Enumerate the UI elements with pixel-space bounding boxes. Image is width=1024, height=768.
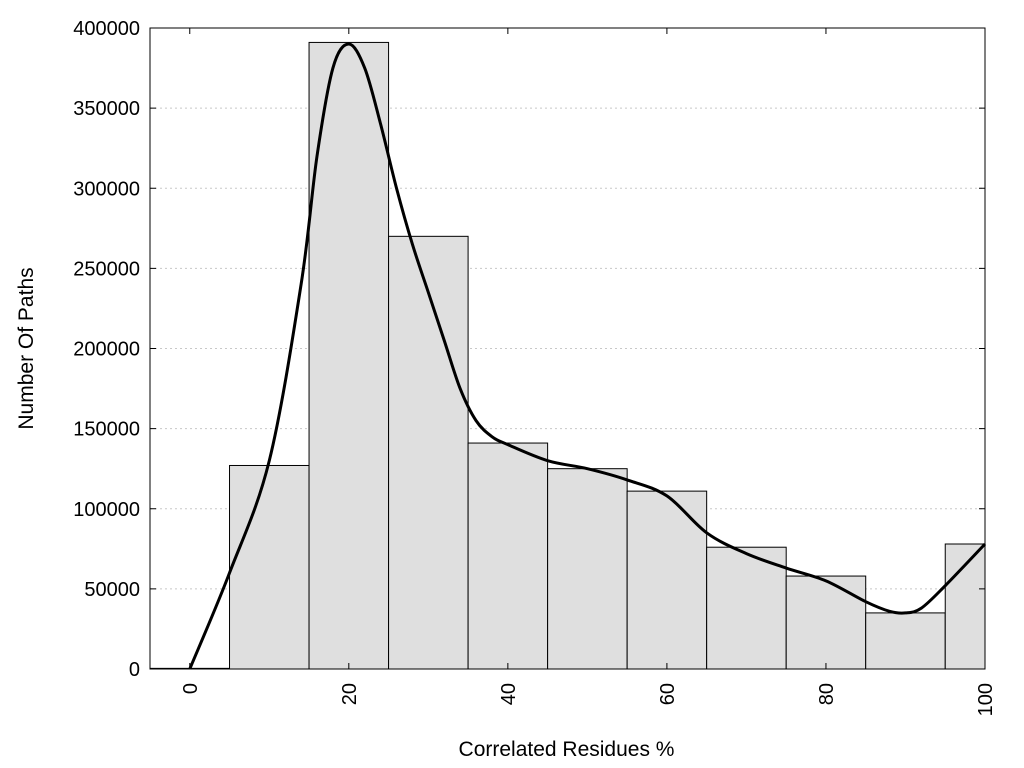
density-curve-layer [188,42,987,670]
x-axis-title: Correlated Residues % [459,738,675,761]
y-tick-label: 100000 [73,499,140,521]
y-tick-label: 350000 [73,98,140,120]
x-tick-label: 60 [657,683,679,705]
y-tick-label: 250000 [73,258,140,280]
y-tick-label: 300000 [73,178,140,200]
histogram-bar [388,235,469,670]
y-tick-label: 400000 [73,18,140,40]
x-axis-ticks: 0 20 40 60 80 100 [180,28,997,716]
x-tick-label: 40 [498,683,520,705]
x-tick-label: 20 [339,683,361,705]
x-tick-label: 80 [816,683,838,705]
y-tick-label: 0 [129,659,140,681]
y-tick-label: 50000 [84,579,140,601]
y-tick-label: 150000 [73,419,140,441]
histogram-bar [467,442,549,670]
histogram-bar [865,612,946,670]
histogram-bar [308,41,390,670]
y-axis-ticks: 0 50000 100000 150000 200000 250000 300000 3500… [73,18,985,681]
histogram-bar [944,543,986,670]
histogram-bar [547,468,628,670]
density-curve [188,42,987,670]
y-tick-label: 200000 [73,339,140,361]
histogram-bar [229,464,310,670]
histogram-bar [626,490,708,670]
histogram-bars [149,41,986,670]
histogram-bar [785,575,867,670]
x-tick-label: 100 [975,683,997,716]
y-axis-title: Number Of Paths [15,267,38,429]
x-tick-label: 0 [180,683,202,694]
